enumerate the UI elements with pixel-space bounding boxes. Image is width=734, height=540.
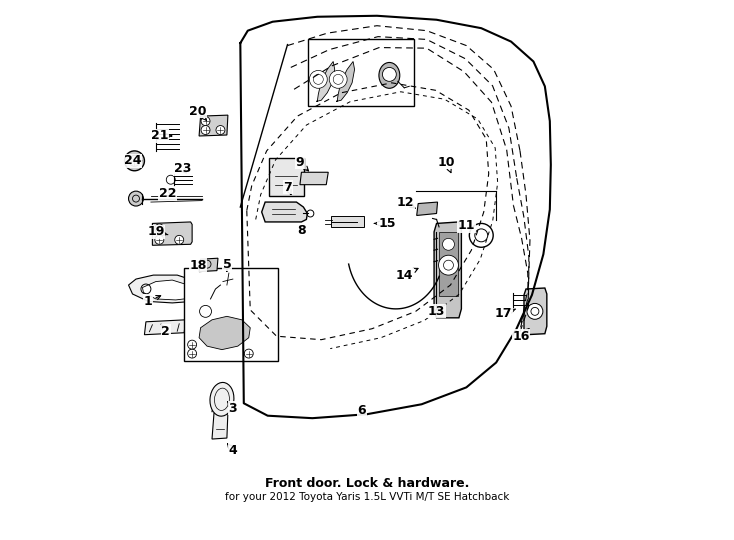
Bar <box>331 216 363 227</box>
Text: 4: 4 <box>228 444 237 457</box>
Text: 2: 2 <box>161 324 170 338</box>
Text: 23: 23 <box>173 163 191 176</box>
Polygon shape <box>336 62 355 101</box>
Polygon shape <box>262 202 308 222</box>
Text: 16: 16 <box>512 328 530 343</box>
Circle shape <box>188 340 197 349</box>
Circle shape <box>201 117 210 126</box>
Polygon shape <box>300 172 328 185</box>
Text: 6: 6 <box>357 404 366 417</box>
Circle shape <box>443 238 454 250</box>
Ellipse shape <box>379 63 400 89</box>
Text: 22: 22 <box>159 187 176 200</box>
Circle shape <box>201 126 210 134</box>
Text: 9: 9 <box>296 156 308 171</box>
Ellipse shape <box>210 382 234 416</box>
Polygon shape <box>142 280 195 300</box>
Polygon shape <box>199 316 250 349</box>
Text: 11: 11 <box>457 219 475 232</box>
Circle shape <box>188 349 197 358</box>
Text: 8: 8 <box>297 224 306 237</box>
Polygon shape <box>434 222 462 318</box>
Circle shape <box>155 224 164 233</box>
Text: 21: 21 <box>150 130 172 143</box>
Text: 17: 17 <box>495 307 515 320</box>
Polygon shape <box>199 115 228 136</box>
Text: 7: 7 <box>283 181 292 195</box>
Polygon shape <box>199 258 218 272</box>
Polygon shape <box>417 202 437 215</box>
Polygon shape <box>145 320 186 335</box>
Circle shape <box>244 349 253 358</box>
Bar <box>184 268 277 361</box>
Text: 14: 14 <box>396 268 418 281</box>
Circle shape <box>155 235 164 244</box>
Text: 13: 13 <box>428 305 446 318</box>
Circle shape <box>469 224 493 247</box>
Bar <box>308 39 414 106</box>
Text: 15: 15 <box>374 217 396 230</box>
Polygon shape <box>153 222 192 245</box>
Text: 10: 10 <box>437 156 455 173</box>
Polygon shape <box>128 275 204 303</box>
Text: 5: 5 <box>222 258 231 271</box>
Polygon shape <box>524 288 547 335</box>
Text: 19: 19 <box>148 225 168 238</box>
Text: 12: 12 <box>397 195 415 208</box>
Circle shape <box>438 255 459 275</box>
Circle shape <box>128 191 143 206</box>
Circle shape <box>382 68 396 82</box>
Circle shape <box>175 235 184 244</box>
Circle shape <box>330 70 347 89</box>
Text: 1: 1 <box>144 295 161 308</box>
Circle shape <box>309 70 327 89</box>
Circle shape <box>125 151 145 171</box>
Text: Front door. Lock & hardware.: Front door. Lock & hardware. <box>265 477 469 490</box>
Bar <box>439 232 458 296</box>
Circle shape <box>527 303 543 319</box>
Text: 24: 24 <box>124 154 142 167</box>
Text: 3: 3 <box>228 402 237 415</box>
Polygon shape <box>212 412 228 439</box>
Text: 20: 20 <box>189 105 207 120</box>
Bar <box>269 158 305 195</box>
Text: for your 2012 Toyota Yaris 1.5L VVTi M/T SE Hatchback: for your 2012 Toyota Yaris 1.5L VVTi M/T… <box>225 492 509 502</box>
Text: 18: 18 <box>189 259 207 272</box>
Polygon shape <box>316 62 335 101</box>
Circle shape <box>216 126 225 134</box>
